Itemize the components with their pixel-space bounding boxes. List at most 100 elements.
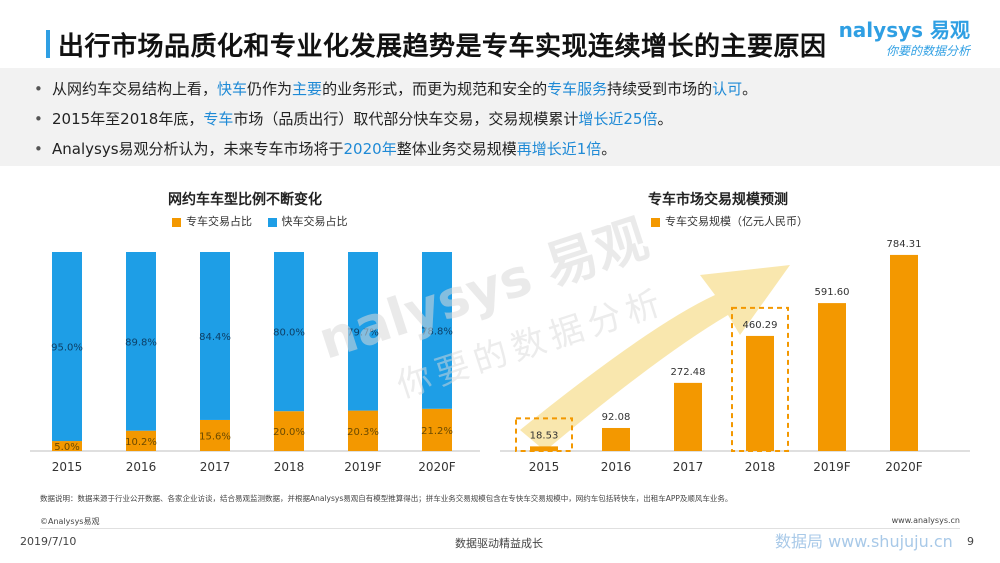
bar-zhuanche-share [348, 410, 378, 451]
x-tick-label: 2018 [745, 460, 776, 474]
page-title: 出行市场品质化和专业化发展趋势是专车实现连续增长的主要原因 [58, 32, 827, 62]
data-label-value: 460.29 [743, 320, 778, 331]
bullet-text-segment: 。 [742, 80, 758, 98]
data-label-zhuanche: 5.0% [54, 442, 79, 453]
footer-slogan: 数据驱动精益成长 [455, 537, 543, 550]
legend-label: 快车交易占比 [281, 215, 348, 228]
bullet-text-segment: 市场（品质出行）取代部分快车交易，交易规模累计 [233, 110, 579, 128]
bullet-3: • Analysys易观分析认为，未来专车市场将于2020年整体业务交易规模再增长… [34, 138, 616, 159]
bar-zhuanche-share [274, 411, 304, 451]
left-chart-legend: 专车交易占比 快车交易占比 [172, 213, 360, 229]
bar-zhuanche-share [200, 419, 230, 451]
bullet-text-segment: 的业务形式，而更为规范和安全的 [322, 80, 548, 98]
data-label-zhuanche: 10.2% [125, 437, 157, 448]
x-tick-label: 2017 [200, 460, 231, 474]
highlight-text: 专车服务 [547, 80, 608, 98]
bullet-text-segment: 从网约车交易结构上看， [52, 80, 218, 98]
x-tick-label: 2015 [529, 460, 560, 474]
bullet-1-text: 从网约车交易结构上看，快车仍作为主要的业务形式，而更为规范和安全的专车服务持续受… [52, 80, 757, 98]
bar-zhuanche-scale [890, 254, 918, 451]
bar-kuaiche-share [274, 252, 304, 412]
highlight-text: 主要 [292, 80, 323, 98]
data-label-value: 784.31 [887, 239, 922, 250]
highlight-text: 再增长近1倍 [516, 140, 602, 158]
legend-item-scale: 专车交易规模（亿元人民币） [651, 215, 808, 228]
right-bar-chart: 18.53 2015 92.08 2016 272.48 2017 460.29 2018 59… [500, 239, 970, 474]
bullet-2-text: 2015年至2018年底，专车市场（品质出行）取代部分快车交易，交易规模累计增长… [52, 110, 673, 128]
legend-item-kuaiche: 快车交易占比 [267, 215, 348, 228]
bullet-dot: • [34, 80, 43, 98]
data-label-kuaiche: 78.8% [421, 326, 453, 337]
x-tick-label: 2016 [126, 460, 157, 474]
bar-zhuanche-scale [530, 446, 558, 451]
right-chart-title: 专车市场交易规模预测 [648, 192, 788, 208]
bar-kuaiche-share [348, 252, 378, 411]
legend-label: 专车交易规模（亿元人民币） [665, 215, 808, 228]
x-tick-label: 2015 [52, 460, 83, 474]
highlight-text: 2020年 [343, 140, 397, 158]
summary-bullets: • 从网约车交易结构上看，快车仍作为主要的业务形式，而更为规范和安全的专车服务持续… [0, 68, 1000, 166]
bullet-2: • 2015年至2018年底，专车市场（品质出行）取代部分快车交易，交易规模累计增… [34, 108, 673, 129]
copyright: ©Analysys易观 [40, 517, 100, 526]
bar-kuaiche-share [52, 252, 82, 442]
bullet-1: • 从网约车交易结构上看，快车仍作为主要的业务形式，而更为规范和安全的专车服务持续… [34, 78, 757, 99]
x-tick-label: 2017 [673, 460, 704, 474]
bar-zhuanche-scale [818, 303, 846, 451]
legend-swatch-orange [172, 217, 181, 227]
x-tick-label: 2016 [601, 460, 632, 474]
shuju-watermark: 数据局 www.shujuju.cn [775, 532, 953, 551]
data-label-kuaiche: 84.4% [199, 332, 231, 343]
data-label-kuaiche: 89.8% [125, 337, 157, 348]
bullet-dot: • [34, 140, 43, 158]
bullet-3-text: Analysys易观分析认为，未来专车市场将于2020年整体业务交易规模再增长近… [52, 140, 616, 158]
title-accent-bar [46, 30, 50, 58]
brand-tagline: 你要的数据分析 [885, 44, 970, 58]
highlight-text: 快车 [217, 80, 248, 98]
bullet-text-segment: Analysys易观分析认为，未来专车市场将于 [52, 140, 344, 158]
highlight-text: 认可 [712, 80, 743, 98]
bullet-text-segment: 。 [657, 110, 673, 128]
highlight-box [731, 306, 789, 452]
footer-divider [40, 528, 960, 529]
left-stacked-bar-chart: 5.0% 95.0% 2015 10.2% 89.8% 2016 15.6% 84.4% 201… [30, 252, 480, 474]
x-tick-label: 2018 [274, 460, 305, 474]
data-label-zhuanche: 20.0% [273, 427, 305, 438]
brand-logo: nalysys 易观 你要的数据分析 [820, 14, 970, 64]
page-number: 9 [967, 535, 974, 548]
highlight-box [515, 417, 573, 452]
highlight-text: 增长近25倍 [578, 110, 658, 128]
data-label-kuaiche: 80.0% [273, 328, 305, 339]
bar-zhuanche-scale [746, 335, 774, 451]
bullet-text-segment: 持续受到市场的 [607, 80, 713, 98]
website-url: www.analysys.cn [891, 516, 960, 525]
data-label-kuaiche: 79.7% [347, 327, 379, 338]
bar-kuaiche-share [200, 252, 230, 420]
data-label-value: 272.48 [671, 367, 706, 378]
x-tick-label: 2019F [344, 460, 382, 474]
bullet-text-segment: 2015年至2018年底， [52, 110, 204, 128]
data-label-zhuanche: 15.6% [199, 431, 231, 442]
right-chart-legend: 专车交易规模（亿元人民币） [651, 213, 820, 229]
x-tick-label: 2020F [885, 460, 923, 474]
legend-label: 专车交易占比 [186, 215, 252, 228]
bullet-dot: • [34, 110, 43, 128]
data-label-zhuanche: 20.3% [347, 427, 379, 438]
growth-arrow-icon [520, 265, 790, 451]
data-label-zhuanche: 21.2% [421, 426, 453, 437]
bar-zhuanche-share [126, 430, 156, 451]
highlight-text: 专车 [203, 110, 234, 128]
x-tick-label: 2019F [813, 460, 851, 474]
bar-zhuanche-share [52, 441, 82, 451]
brand-name: nalysys 易观 [838, 18, 970, 42]
data-label-value: 92.08 [602, 412, 631, 423]
data-note: 数据说明：数据来源于行业公开数据、各家企业访谈，结合易观监测数据，并根据Anal… [40, 494, 733, 503]
bullet-text-segment: 。 [601, 140, 617, 158]
x-tick-label: 2020F [418, 460, 456, 474]
bar-zhuanche-share [422, 408, 452, 451]
data-label-value: 591.60 [815, 287, 850, 298]
bar-kuaiche-share [126, 252, 156, 431]
report-date: 2019/7/10 [20, 535, 77, 548]
bar-kuaiche-share [422, 252, 452, 409]
data-label-kuaiche: 95.0% [51, 343, 83, 354]
